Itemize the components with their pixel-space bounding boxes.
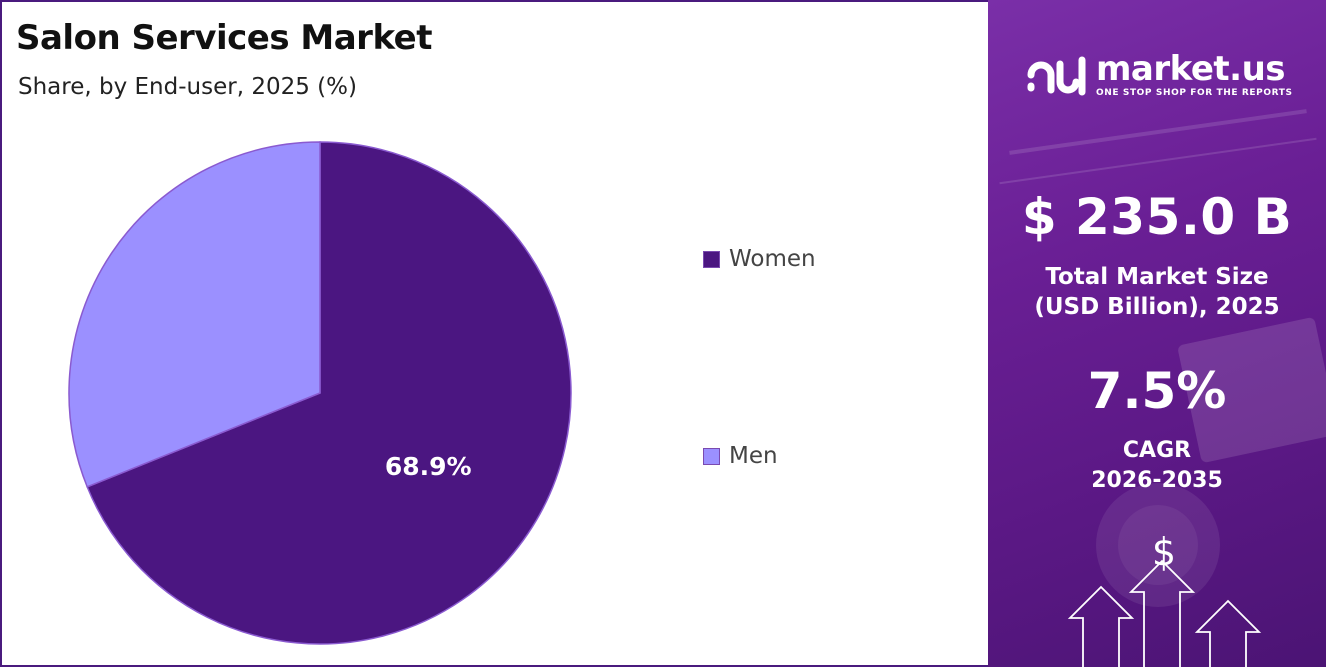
- legend-swatch-women: [703, 250, 720, 268]
- brand-name: market.us: [1096, 49, 1286, 89]
- legend-label-men: Men: [729, 443, 778, 469]
- pie-data-labels: 68.9%: [385, 452, 472, 481]
- pie-slices: [68, 141, 572, 645]
- panel-background-art: $: [999, 109, 1326, 667]
- pie-slice-women: [86, 141, 572, 645]
- cagr-label-line1: CAGR: [1122, 438, 1192, 463]
- cagr-label-line2: 2026-2035: [1091, 468, 1223, 493]
- market-summary-panel: $ market.us ONE STOP SHOP FOR THE REPORT…: [988, 0, 1326, 667]
- market-size-label-line2: (USD Billion), 2025: [1034, 294, 1280, 320]
- market-size-value: $ 235.0 B: [1021, 188, 1293, 246]
- cagr-label: CAGR 2026-2035: [988, 436, 1326, 496]
- pie-chart: 68.9%: [68, 141, 572, 645]
- cagr-value: 7.5%: [1087, 362, 1227, 420]
- growth-arrows-icon: [1067, 559, 1262, 667]
- chart-subtitle: Share, by End-user, 2025 (%): [18, 74, 357, 100]
- market-size-label-line1: Total Market Size: [1045, 264, 1269, 290]
- pie-slice-men: [68, 141, 321, 488]
- legend-item-men: Men: [703, 443, 778, 469]
- brand-tagline: ONE STOP SHOP FOR THE REPORTS: [1096, 88, 1293, 98]
- data-label-women: 68.9%: [385, 452, 472, 481]
- brand-logo: market.us ONE STOP SHOP FOR THE REPORTS: [1026, 50, 1293, 100]
- market-us-logo-icon: [1027, 56, 1086, 96]
- legend-label-women: Women: [729, 246, 816, 272]
- legend-item-women: Women: [703, 246, 816, 272]
- market-size-label: Total Market Size (USD Billion), 2025: [988, 262, 1326, 322]
- chart-title: Salon Services Market: [16, 18, 432, 58]
- legend-swatch-men: [703, 447, 720, 465]
